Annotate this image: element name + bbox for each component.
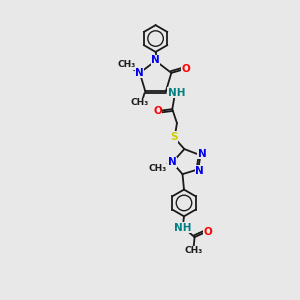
Text: N: N: [198, 149, 207, 159]
Text: O: O: [153, 106, 162, 116]
Text: CH₃: CH₃: [131, 98, 149, 107]
Text: NH: NH: [168, 88, 185, 98]
Text: CH₃: CH₃: [184, 246, 203, 255]
Text: NH: NH: [174, 223, 191, 233]
Text: N: N: [151, 56, 160, 65]
Text: S: S: [170, 132, 178, 142]
Text: O: O: [204, 226, 212, 237]
Text: N: N: [135, 68, 144, 78]
Text: O: O: [182, 64, 190, 74]
Text: N: N: [195, 166, 204, 176]
Text: CH₃: CH₃: [148, 164, 166, 173]
Text: N: N: [167, 158, 176, 167]
Text: CH₃: CH₃: [118, 60, 136, 69]
